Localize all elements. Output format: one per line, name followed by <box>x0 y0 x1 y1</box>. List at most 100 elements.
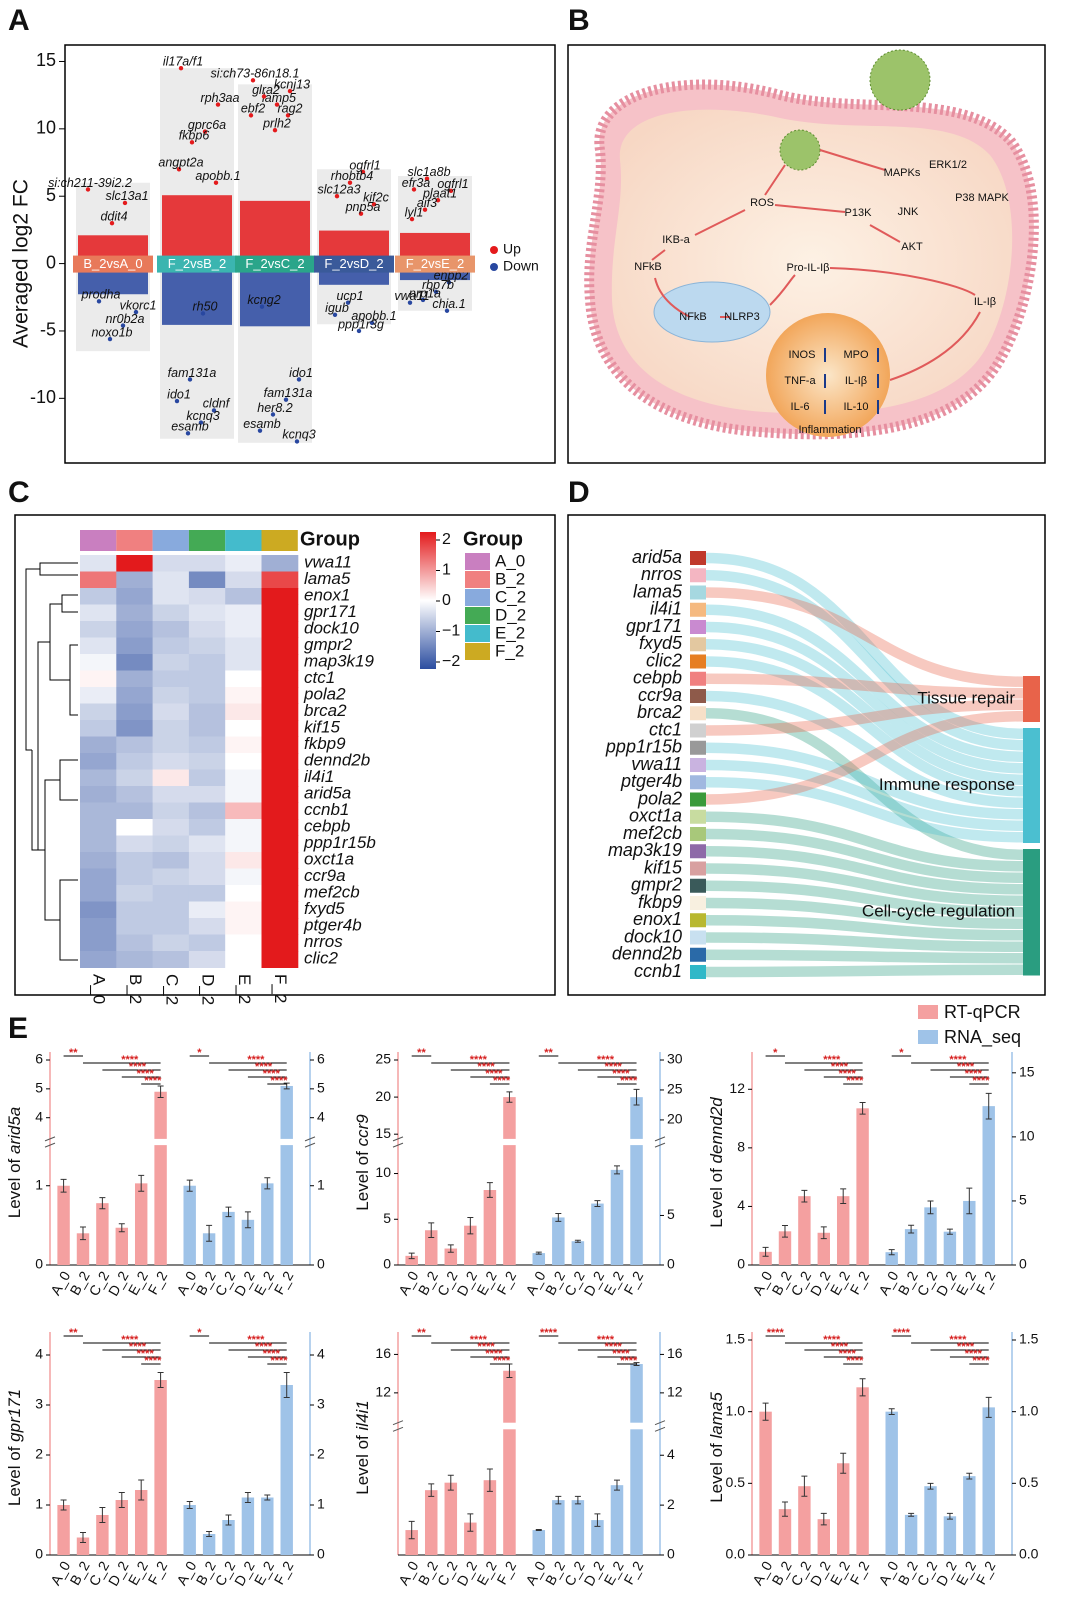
bar <box>424 1230 438 1265</box>
bar <box>503 1097 516 1265</box>
bar <box>503 1370 516 1555</box>
heat-cell <box>80 835 117 853</box>
heat-cell <box>152 621 190 638</box>
heat-cell <box>188 654 226 671</box>
legend-label: RNA_seq <box>944 1027 1021 1048</box>
y-tick-label: 2 <box>35 1446 43 1462</box>
heat-cell <box>152 868 190 886</box>
break-mark <box>392 1420 404 1432</box>
bar <box>115 1227 128 1265</box>
bar <box>405 1530 418 1555</box>
gene-point <box>358 211 364 216</box>
y-tick-label: 1 <box>317 1496 325 1512</box>
gene-label: prlh2 <box>262 116 291 130</box>
heat-cell <box>80 670 117 688</box>
heat-cell <box>225 571 262 589</box>
significance-label: ** <box>544 1047 553 1059</box>
bar <box>280 1085 293 1265</box>
bar <box>885 1411 898 1555</box>
error-bar <box>186 1501 193 1509</box>
error-bar <box>908 1224 915 1234</box>
gene-point <box>272 127 278 133</box>
gene-label: slc12a3 <box>317 183 360 197</box>
sankey-link <box>705 742 1024 820</box>
panel-frame <box>567 44 1046 464</box>
y-tick-label: 25 <box>375 1051 391 1067</box>
source-label: map3k19 <box>608 840 682 860</box>
gene-label: ddit4 <box>100 209 127 223</box>
source-node <box>690 947 706 962</box>
source-label: ccr9a <box>638 685 682 705</box>
gene-label: efr3a <box>402 176 431 190</box>
gene-point <box>185 431 191 436</box>
legend-label: B_2 <box>495 569 525 588</box>
bar <box>76 1233 90 1265</box>
diagram-label: MPO <box>843 349 869 361</box>
sankey-link <box>705 964 1024 978</box>
heat-cell <box>225 604 262 622</box>
y-tick-label: 12 <box>729 1080 745 1096</box>
heat-cell <box>152 588 190 605</box>
y-tick-label: 12 <box>375 1384 391 1400</box>
colorbar-label: 1 <box>442 562 451 579</box>
x-tick-label: F_2 <box>846 1268 872 1297</box>
gene-label: gprc6a <box>188 118 226 132</box>
error-bar <box>486 1182 493 1198</box>
y-tick-label: 15 <box>1019 1064 1035 1080</box>
heat-cell <box>152 654 190 671</box>
source-label: oxct1a <box>629 806 682 826</box>
significance-label: * <box>197 1047 202 1059</box>
error-bar <box>946 1228 953 1235</box>
heat-cell <box>188 588 226 605</box>
panel-label: C <box>8 476 30 509</box>
diagram-label: JNK <box>898 206 919 218</box>
significance-label: **** <box>893 1327 911 1339</box>
source-node <box>690 965 706 979</box>
error-bar <box>428 1483 435 1497</box>
y-tick-label: 1 <box>317 1176 325 1192</box>
group-bar <box>188 530 226 551</box>
source-node <box>690 620 706 634</box>
row-label: fkbp9 <box>304 734 346 753</box>
heat-cell <box>152 918 190 935</box>
heat-cell <box>80 687 117 704</box>
heat-cell <box>152 852 190 869</box>
heat-cell <box>116 654 154 671</box>
legend-swatch <box>465 607 490 624</box>
heat-cell <box>225 885 262 902</box>
y-tick-label: 12 <box>667 1384 683 1400</box>
heat-cell <box>261 901 299 919</box>
row-label: ctc1 <box>304 668 335 687</box>
source-label: nrros <box>641 564 682 584</box>
error-bar <box>966 1472 973 1480</box>
significance-label: **** <box>839 1348 857 1360</box>
significance-label: ** <box>417 1327 426 1339</box>
error-bar <box>927 1200 934 1215</box>
source-node <box>690 861 706 876</box>
row-label: ppp1r15b <box>303 833 376 852</box>
heat-cell <box>80 951 117 968</box>
sankey-link <box>705 811 1024 872</box>
gene-label: rag2 <box>277 102 302 116</box>
y-tick-label: 0 <box>667 1256 675 1272</box>
row-label: vwa11 <box>304 553 352 572</box>
source-label: gmpr2 <box>631 875 682 895</box>
legend-label: Up <box>503 241 521 257</box>
source-label: kif15 <box>644 857 683 877</box>
error-bar <box>138 1174 145 1192</box>
y-tick-label: 3 <box>317 1396 325 1412</box>
error-bar <box>633 1088 640 1106</box>
heat-cell <box>152 835 190 853</box>
error-bar <box>762 1402 769 1421</box>
heat-cell <box>116 769 154 787</box>
row-label: brca2 <box>304 701 347 720</box>
heat-cell <box>188 802 226 820</box>
significance-label: **** <box>485 1068 503 1080</box>
source-node <box>690 568 706 583</box>
row-label: dennd2b <box>304 751 370 770</box>
error-bar <box>859 1378 866 1397</box>
heat-cell <box>188 885 226 902</box>
gene-point <box>202 129 208 134</box>
heat-cell <box>225 802 262 820</box>
bar <box>591 1203 604 1265</box>
